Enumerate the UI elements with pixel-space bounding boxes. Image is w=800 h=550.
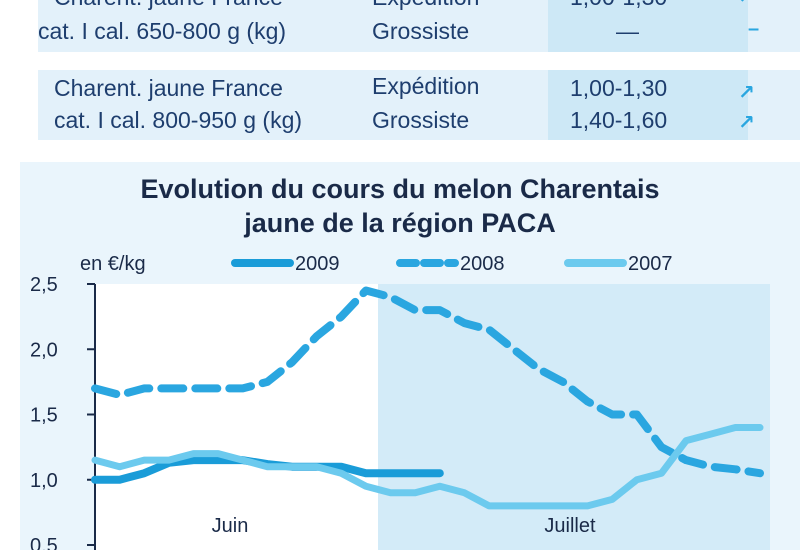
trend-up-icon: ↗: [738, 112, 755, 134]
month-label-juillet: Juillet: [544, 515, 596, 537]
legend: 2009 2008 2007: [231, 253, 673, 275]
product-caliber: cat. I cal. 650-800 g (kg): [38, 18, 287, 44]
product-caliber: cat. I cal. 800-950 g (kg): [54, 107, 303, 133]
price-table: Charent. jaune France cat. I cal. 650-80…: [0, 0, 800, 150]
product-label: Charent. jaune France: [54, 0, 283, 12]
y-tick-label: 1,0: [30, 470, 58, 492]
market-stage: Expédition: [372, 0, 479, 12]
y-tick-label: 1,5: [30, 405, 58, 427]
plot-area-july: [378, 284, 770, 550]
legend-label-2008: 2008: [460, 253, 505, 275]
legend-label-2009: 2009: [295, 253, 340, 275]
chart-title: Evolution du cours du melon Charentais: [140, 174, 660, 204]
table-row: Charent. jaune France cat. I cal. 650-80…: [38, 0, 800, 52]
series-layer: [91, 286, 764, 510]
price-column-band: [548, 0, 748, 52]
price-range: —: [616, 18, 639, 44]
y-tick-label: 2,5: [30, 274, 58, 296]
series-line-2007: [91, 424, 764, 510]
price-range: 1,00-1,30: [570, 75, 668, 101]
month-label-juin: Juin: [212, 515, 249, 537]
price-column-band: [548, 70, 748, 140]
price-range: 1,40-1,60: [570, 107, 668, 133]
legend-label-2007: 2007: [628, 253, 673, 275]
trend-stable-icon: –: [748, 18, 760, 40]
price-range: 1,00-1,30: [570, 0, 667, 12]
trend-up-icon: ↗: [738, 82, 755, 104]
market-stage: Expédition: [372, 73, 480, 99]
chart-subtitle: jaune de la région PACA: [244, 208, 556, 238]
table-row: Charent. jaune France cat. I cal. 800-95…: [38, 70, 800, 140]
market-stage: Grossiste: [372, 18, 470, 44]
plot-area-june: [95, 284, 378, 550]
y-ticks: 2,5 2,0 1,5 1,0 0,5: [30, 274, 95, 550]
y-tick-label: 0,5: [30, 535, 58, 550]
y-axis-label: en €/kg: [80, 253, 146, 275]
y-tick-label: 2,0: [30, 339, 58, 361]
trend-up-icon: ↗: [738, 0, 755, 9]
market-stage: Grossiste: [372, 107, 470, 133]
series-line-2008: [91, 286, 764, 478]
product-label: Charent. jaune France: [54, 75, 283, 101]
